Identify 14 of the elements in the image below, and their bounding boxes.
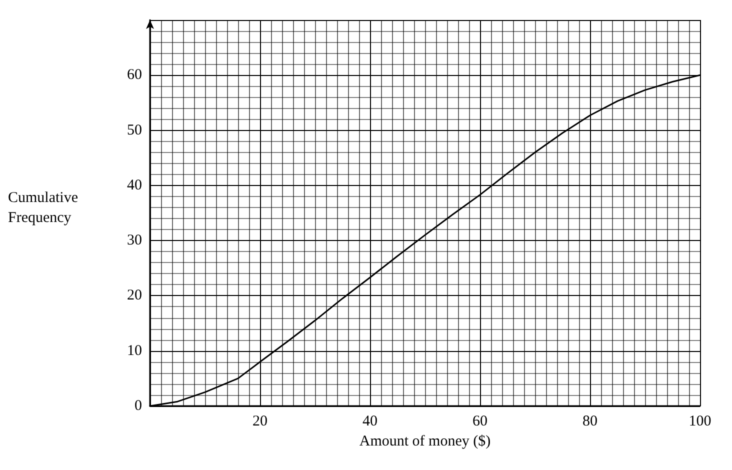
x-axis-title: Amount of money ($) <box>359 434 491 450</box>
y-tick-label: 20 <box>127 288 142 304</box>
y-tick-label: 10 <box>127 342 142 359</box>
x-tick-label: 20 <box>252 414 268 430</box>
x-tick-label: 100 <box>688 414 712 430</box>
y-tick-label: 0 <box>134 398 142 414</box>
y-tick-label: 30 <box>127 232 142 249</box>
x-tick-label: 40 <box>362 414 378 430</box>
y-tick-label: 50 <box>127 122 142 138</box>
y-axis-title: Cumulative Frequency <box>8 190 82 226</box>
x-tick-label: 60 <box>472 414 488 430</box>
x-tick-label: 80 <box>582 414 598 430</box>
y-tick-label: 60 <box>127 67 142 84</box>
y-tick-label: 40 <box>127 177 142 194</box>
